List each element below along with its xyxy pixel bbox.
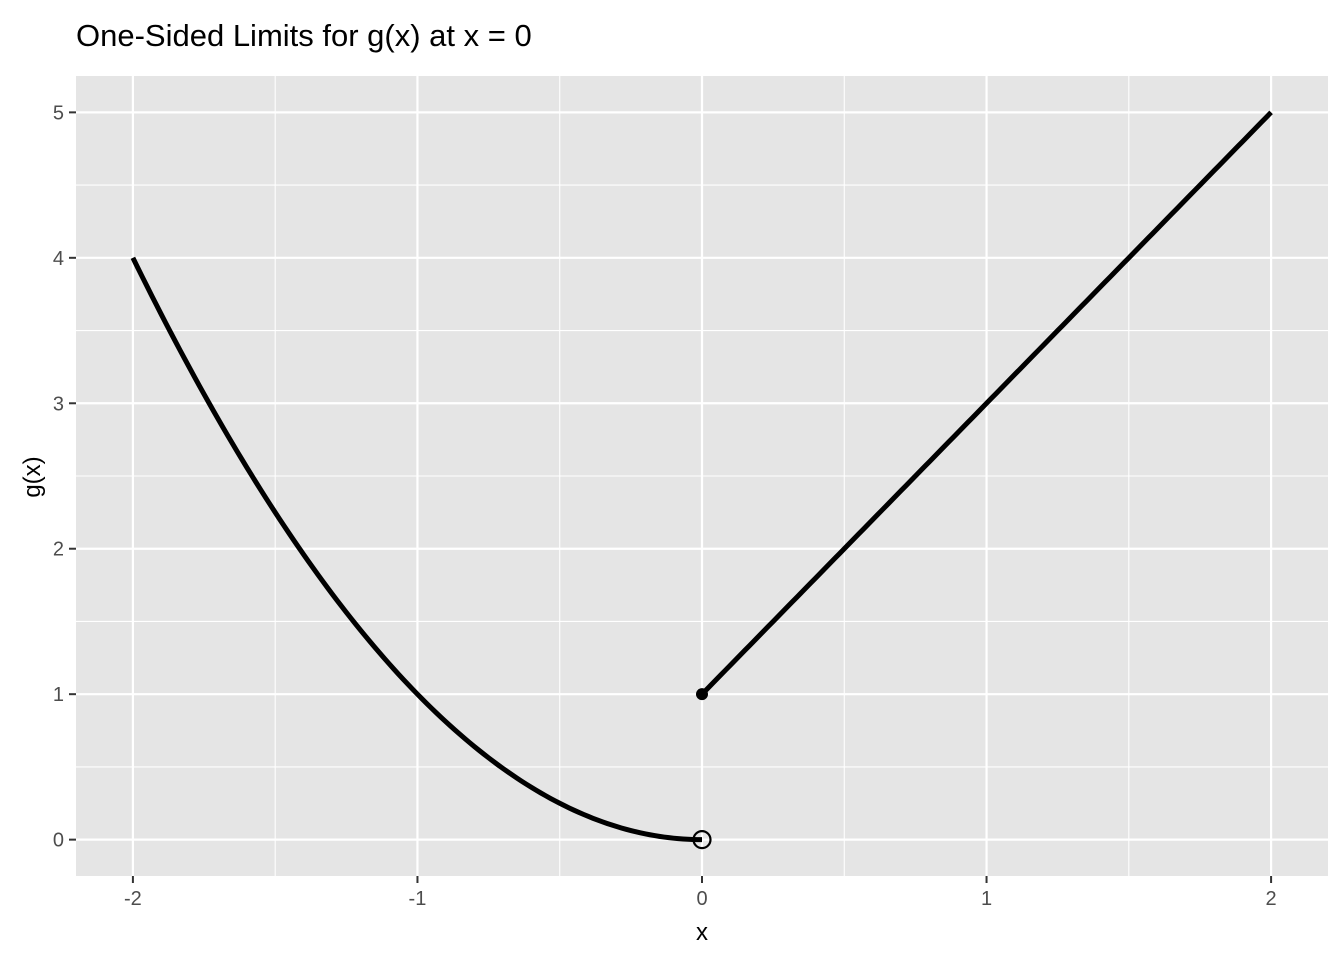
y-tick-label: 4 — [53, 248, 64, 270]
y-tick-label: 0 — [53, 830, 64, 852]
y-axis-title: g(x) — [19, 456, 46, 497]
y-tick-label: 5 — [53, 102, 64, 124]
chart-title: One-Sided Limits for g(x) at x = 0 — [76, 18, 532, 53]
x-axis: -2 -1 0 1 2 — [124, 876, 1277, 910]
y-tick-label: 2 — [53, 539, 64, 561]
y-axis: 0 1 2 3 4 5 — [53, 102, 76, 852]
x-tick-label: 0 — [696, 888, 707, 910]
x-tick-label: -1 — [409, 888, 427, 910]
y-tick-label: 1 — [53, 684, 64, 706]
series-layer — [130, 110, 1273, 843]
x-axis-title: x — [696, 919, 708, 946]
x-tick-label: 2 — [1266, 888, 1277, 910]
open-point — [692, 830, 712, 850]
series-line-1 — [130, 256, 703, 843]
points-layer — [692, 688, 712, 850]
x-tick-label: 1 — [981, 888, 992, 910]
x-tick-label: -2 — [124, 888, 142, 910]
series-line-2 — [700, 110, 1273, 696]
filled-point — [696, 688, 708, 701]
y-tick-label: 3 — [53, 393, 64, 415]
